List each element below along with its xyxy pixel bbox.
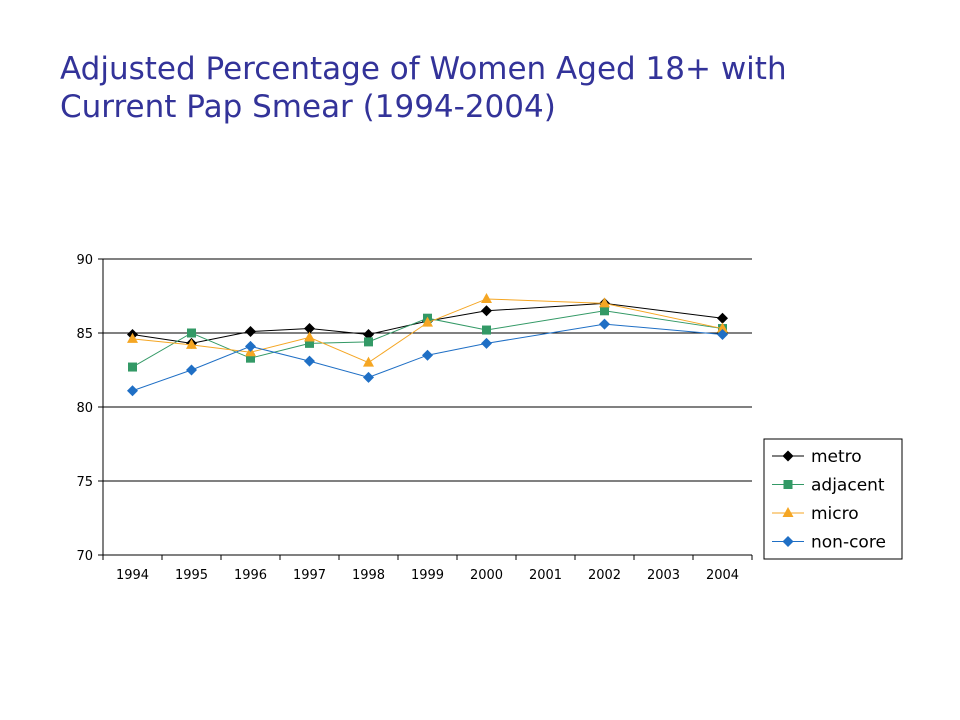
y-tick-label-85: 85 xyxy=(76,327,93,342)
point-metro-1996 xyxy=(245,326,256,338)
legend-label-adjacent: adjacent xyxy=(811,476,885,496)
point-adjacent-2000 xyxy=(482,325,491,335)
legend-label-micro: micro xyxy=(811,504,859,524)
legend: metro adjacent micro non-core xyxy=(763,438,903,560)
point-metro-1997 xyxy=(304,323,315,335)
point-micro-1994 xyxy=(127,332,138,343)
page-title: Adjusted Percentage of Women Aged 18+ wi… xyxy=(60,50,920,126)
point-non-core-1996 xyxy=(245,340,256,352)
gridlines xyxy=(103,258,752,482)
legend-item-micro: micro xyxy=(772,504,859,524)
point-non-core-1994 xyxy=(127,385,138,397)
legend-item-adjacent: adjacent xyxy=(772,476,885,496)
point-metro-1998 xyxy=(363,328,374,340)
x-tick-label-2004: 2004 xyxy=(706,568,739,583)
x-tick-label-2001: 2001 xyxy=(529,568,562,583)
x-tick-label-1995: 1995 xyxy=(175,568,208,583)
point-non-core-2000 xyxy=(481,337,492,349)
point-metro-2004 xyxy=(717,312,728,324)
point-metro-2000 xyxy=(481,305,492,317)
legend-item-non-core: non-core xyxy=(772,533,886,553)
legend-label-metro: metro xyxy=(811,447,862,467)
legend-marker-micro xyxy=(782,507,794,517)
point-micro-2002 xyxy=(599,297,610,308)
y-tick-label-75: 75 xyxy=(76,475,93,490)
point-non-core-1998 xyxy=(363,371,374,383)
point-adjacent-1998 xyxy=(364,337,373,347)
x-tick-label-1999: 1999 xyxy=(411,568,444,583)
series-group xyxy=(127,292,728,397)
point-micro-2004 xyxy=(717,322,728,333)
x-tick-label-2000: 2000 xyxy=(470,568,503,583)
point-adjacent-2002 xyxy=(600,306,609,316)
x-tick-label-1997: 1997 xyxy=(293,568,326,583)
legend-marker-adjacent xyxy=(783,480,793,489)
page-title-line-2: Current Pap Smear (1994-2004) xyxy=(60,89,556,125)
point-non-core-1999 xyxy=(422,349,433,361)
page-title-line-1: Adjusted Percentage of Women Aged 18+ wi… xyxy=(60,51,787,87)
point-micro-1997 xyxy=(304,331,315,342)
point-micro-2000 xyxy=(481,292,492,303)
point-micro-1999 xyxy=(422,316,433,327)
y-tick-label-80: 80 xyxy=(76,401,93,416)
point-micro-1998 xyxy=(363,356,374,367)
point-adjacent-1994 xyxy=(128,362,137,372)
y-tick-label-70: 70 xyxy=(76,549,93,564)
series-non-core xyxy=(127,318,728,397)
point-non-core-2004 xyxy=(717,328,728,340)
point-adjacent-1997 xyxy=(305,338,314,348)
point-non-core-2002 xyxy=(599,318,610,330)
point-non-core-1997 xyxy=(304,355,315,367)
y-axis: 70 75 80 85 90 xyxy=(76,253,104,564)
point-micro-1995 xyxy=(186,338,197,349)
legend-marker-non-core xyxy=(782,536,794,547)
point-adjacent-1996 xyxy=(246,353,255,363)
x-tick-label-2002: 2002 xyxy=(588,568,621,583)
y-tick-label-90: 90 xyxy=(76,253,93,268)
x-tick-label-1998: 1998 xyxy=(352,568,385,583)
x-axis: 1994 1995 1996 1997 1998 1999 2000 2001 2002 2003… xyxy=(102,554,753,583)
point-non-core-1995 xyxy=(186,364,197,376)
x-tick-label-1996: 1996 xyxy=(234,568,267,583)
x-tick-label-2003: 2003 xyxy=(647,568,680,583)
x-tick-label-1994: 1994 xyxy=(116,568,149,583)
legend-item-metro: metro xyxy=(772,447,862,467)
series-adjacent xyxy=(128,306,727,372)
legend-marker-metro xyxy=(782,450,794,462)
point-adjacent-1995 xyxy=(187,328,196,338)
legend-label-non-core: non-core xyxy=(811,533,886,553)
